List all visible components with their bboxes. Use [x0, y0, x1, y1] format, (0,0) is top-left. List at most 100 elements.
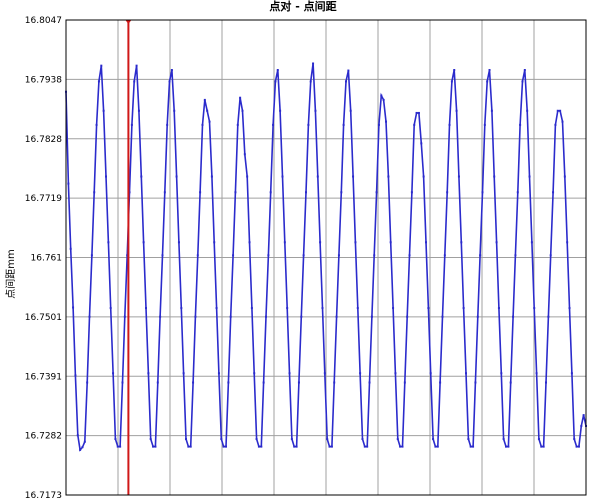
data-point [208, 120, 211, 123]
data-point [262, 381, 265, 384]
data-point [210, 175, 213, 178]
data-point [453, 69, 456, 71]
data-point [566, 241, 569, 244]
data-point [189, 445, 192, 448]
data-point [563, 175, 566, 178]
data-point [90, 254, 93, 257]
data-point [448, 123, 451, 126]
data-point [432, 438, 435, 441]
data-point [166, 123, 169, 126]
data-point [312, 62, 315, 65]
data-point [361, 438, 364, 441]
data-point [180, 307, 183, 310]
data-point [102, 109, 105, 112]
data-point [119, 445, 122, 448]
data-point [328, 445, 331, 448]
data-point [373, 254, 376, 257]
data-point [288, 372, 291, 375]
data-point [333, 381, 336, 384]
data-point [281, 175, 284, 178]
data-point [321, 307, 324, 310]
data-point [446, 191, 449, 194]
data-point [556, 109, 559, 112]
data-point [366, 445, 369, 448]
data-point [389, 241, 392, 244]
data-point [227, 381, 230, 384]
data-point [476, 315, 479, 318]
data-point [159, 315, 162, 318]
data-point [300, 315, 303, 318]
data-point [246, 175, 249, 178]
data-point [222, 445, 225, 448]
data-point [302, 254, 305, 257]
data-point [109, 307, 112, 310]
y-tick-labels: 16.8047 16.7938 16.7828 16.7719 16.761 16.750… [25, 16, 62, 499]
data-point [545, 381, 547, 384]
data-point [352, 175, 355, 178]
data-point [469, 445, 472, 448]
data-point [88, 315, 91, 318]
plot-frame [65, 19, 587, 496]
data-point [121, 381, 124, 384]
data-point [413, 123, 416, 126]
data-point [554, 123, 557, 126]
data-point [243, 153, 246, 156]
data-point [354, 241, 357, 244]
data-point [349, 109, 352, 112]
data-point [505, 445, 507, 448]
data-point [486, 80, 489, 83]
data-point [542, 445, 545, 448]
data-point [196, 254, 199, 257]
data-point [427, 307, 430, 310]
data-point [93, 191, 96, 194]
data-point [363, 445, 366, 448]
data-point [314, 109, 317, 112]
y-axis-label: 点间距mm [4, 249, 17, 298]
data-point [272, 123, 275, 126]
data-point [497, 307, 500, 310]
data-point [455, 109, 458, 112]
data-point [149, 438, 152, 441]
data-point [255, 438, 258, 441]
data-point [420, 142, 423, 145]
data-point [215, 307, 218, 310]
data-point [213, 241, 216, 244]
data-point [425, 241, 427, 244]
data-point [528, 175, 531, 178]
data-point [559, 109, 562, 112]
data-point [462, 307, 465, 310]
data-point [479, 254, 482, 257]
data-point [474, 381, 477, 384]
data-point [434, 445, 437, 448]
data-point [580, 424, 583, 427]
data-point [220, 438, 223, 441]
data-point [128, 191, 131, 194]
data-point [152, 445, 155, 448]
data-point [340, 191, 343, 194]
data-point [114, 438, 117, 441]
data-point [175, 175, 178, 178]
data-point [253, 372, 256, 375]
data-point [69, 247, 72, 250]
data-point [356, 307, 359, 310]
data-point [526, 109, 529, 112]
data-point [467, 438, 470, 441]
y-tick-label: 16.7282 [25, 432, 62, 442]
data-point [465, 372, 467, 375]
data-point [575, 445, 578, 448]
data-point [507, 445, 510, 448]
data-point [147, 372, 150, 375]
data-point [267, 254, 270, 257]
data-point [521, 80, 524, 83]
data-point [76, 434, 79, 437]
data-point [417, 111, 420, 114]
data-point [140, 175, 143, 178]
data-point [137, 109, 140, 112]
data-point [305, 191, 307, 194]
data-point [95, 123, 98, 126]
y-tick-label: 16.7391 [25, 372, 62, 382]
data-point [523, 69, 526, 71]
data-point [250, 307, 253, 310]
data-point [380, 94, 383, 97]
